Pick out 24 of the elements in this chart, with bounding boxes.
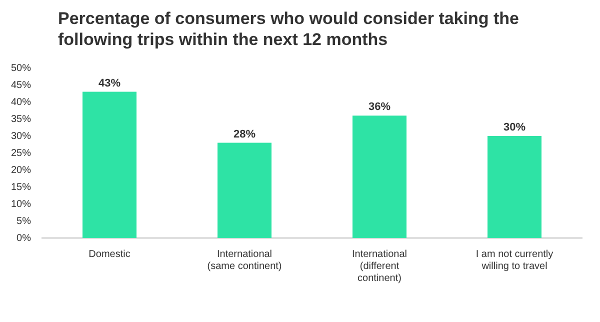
y-tick-label: 50% [11, 62, 32, 74]
y-tick-label: 15% [11, 182, 32, 193]
y-tick-label: 40% [11, 96, 32, 108]
y-tick-label: 5% [16, 216, 32, 227]
y-tick-label: 30% [11, 130, 32, 142]
y-tick-label: 20% [11, 164, 32, 176]
bar [352, 116, 407, 238]
x-tick-label: International (different continent) [352, 248, 408, 284]
data-label: 36% [368, 101, 391, 114]
y-tick-label: 0% [16, 232, 32, 244]
x-tick-label: I am not currently willing to travel [476, 248, 554, 272]
y-tick-label: 45% [11, 80, 32, 91]
bar [82, 92, 137, 238]
data-label: 28% [233, 128, 256, 140]
chart-title: Percentage of consumers who would consider taking the following trips within the next 12 months [58, 8, 520, 51]
x-tick-label: Domestic [88, 248, 130, 260]
data-label: 43% [98, 77, 121, 90]
bar [488, 136, 542, 238]
bar [218, 142, 272, 238]
data-label: 30% [503, 122, 526, 134]
y-tick-label: 25% [11, 148, 32, 159]
x-tick-label: International (same continent) [207, 248, 282, 272]
y-tick-label: 10% [11, 198, 32, 210]
y-tick-label: 35% [11, 114, 32, 125]
